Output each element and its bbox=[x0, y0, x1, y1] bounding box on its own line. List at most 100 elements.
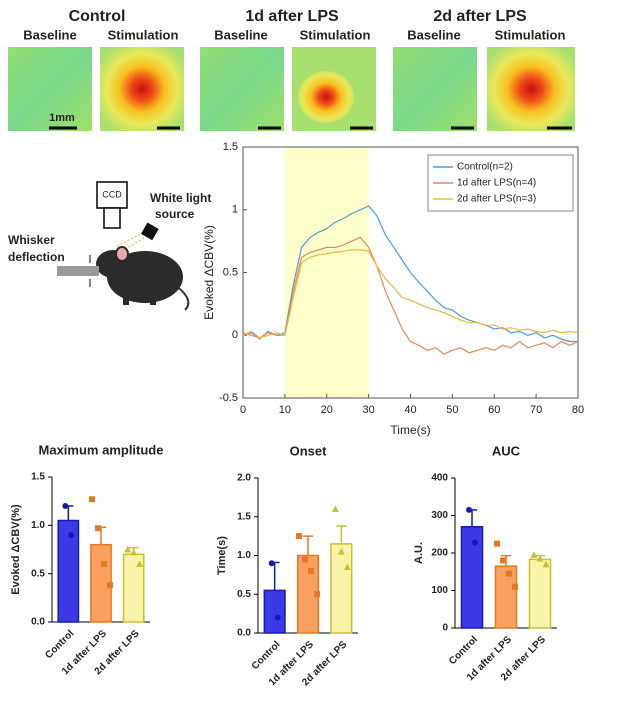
stimulus-label: deflection bbox=[8, 250, 65, 264]
data-point bbox=[136, 560, 144, 567]
y-tick-label: 1.0 bbox=[31, 520, 45, 531]
x-tick-label: 80 bbox=[572, 404, 584, 416]
y-tick-label: 100 bbox=[431, 585, 448, 596]
bar bbox=[330, 543, 353, 634]
data-point bbox=[95, 525, 101, 532]
light-source bbox=[140, 222, 159, 241]
x-tick-label: 30 bbox=[363, 404, 375, 416]
y-tick-label: 200 bbox=[431, 548, 448, 559]
data-point bbox=[506, 570, 512, 577]
data-point bbox=[124, 546, 132, 553]
y-axis-label: Evoked ΔCBV(%) bbox=[202, 225, 216, 320]
x-tick-label: 40 bbox=[404, 404, 416, 416]
heatmap-spot bbox=[298, 71, 354, 123]
y-tick-label: 0.5 bbox=[223, 266, 238, 278]
bar bbox=[263, 589, 286, 634]
data-point bbox=[494, 540, 500, 547]
scale-label: 1mm bbox=[49, 112, 75, 124]
y-tick-label: 1.5 bbox=[31, 472, 45, 483]
error-bar bbox=[303, 535, 313, 556]
data-point bbox=[308, 568, 314, 574]
y-axis-label: A.U. bbox=[413, 542, 425, 564]
light-label: source bbox=[155, 207, 195, 221]
bar bbox=[460, 526, 484, 629]
stimulus-label: Whisker bbox=[8, 233, 55, 247]
x-tick-label: 60 bbox=[488, 404, 500, 416]
light-ray bbox=[119, 237, 145, 253]
x-tick-label: 0 bbox=[240, 404, 246, 416]
data-point bbox=[68, 532, 75, 538]
data-point bbox=[62, 503, 69, 509]
error-bar bbox=[336, 525, 347, 544]
y-tick-label: 1.5 bbox=[223, 141, 238, 153]
y-tick-label: 400 bbox=[431, 473, 448, 484]
chart-title: AUC bbox=[492, 443, 521, 458]
setup-diagram: CCD White light source Whisker deflectio… bbox=[8, 181, 211, 311]
chart-title: Maximum amplitude bbox=[39, 442, 164, 457]
heatmap bbox=[8, 47, 92, 131]
panel-title: Control bbox=[69, 8, 126, 25]
x-tick-label: 20 bbox=[321, 404, 333, 416]
panel-label: Stimulation bbox=[495, 27, 566, 42]
panel-label: Stimulation bbox=[300, 27, 371, 42]
data-point bbox=[343, 563, 351, 571]
x-tick-label: 10 bbox=[279, 404, 291, 416]
data-point bbox=[107, 582, 113, 589]
panel-label: Stimulation bbox=[108, 27, 179, 42]
legend-label: Control(n=2) bbox=[457, 162, 513, 173]
series-line bbox=[242, 236, 579, 355]
camera-lens bbox=[103, 207, 121, 229]
heatmap bbox=[200, 47, 284, 131]
y-tick-label: 1.0 bbox=[237, 550, 251, 561]
heatmap bbox=[393, 47, 477, 131]
legend-label: 1d after LPS(n=4) bbox=[457, 178, 536, 189]
heatmap bbox=[100, 47, 184, 131]
y-tick-label: 1 bbox=[232, 204, 238, 216]
x-tick-label: Control bbox=[250, 639, 283, 672]
data-point bbox=[337, 548, 345, 555]
panel-label: Baseline bbox=[214, 27, 267, 42]
camera-label: CCD bbox=[102, 189, 122, 199]
panel-title: 2d after LPS bbox=[433, 8, 527, 25]
data-point bbox=[331, 505, 339, 512]
x-axis-label: Time(s) bbox=[390, 423, 430, 437]
y-tick-label: -0.5 bbox=[219, 392, 238, 404]
x-tick-label: 70 bbox=[530, 404, 542, 416]
data-point bbox=[89, 496, 95, 503]
data-point bbox=[302, 556, 308, 563]
data-point bbox=[542, 560, 550, 568]
y-tick-label: 0.5 bbox=[237, 589, 251, 600]
y-tick-label: 1.5 bbox=[237, 511, 251, 522]
y-axis-label: Evoked ΔCBV(%) bbox=[10, 504, 22, 595]
data-point bbox=[512, 583, 518, 590]
data-point bbox=[314, 591, 320, 598]
bar bbox=[57, 519, 80, 623]
y-tick-label: 0 bbox=[442, 623, 448, 634]
mouse-leg bbox=[123, 297, 129, 305]
data-point bbox=[101, 561, 107, 567]
heatmap bbox=[487, 47, 575, 131]
data-point bbox=[274, 614, 281, 621]
panel-group: Control Baseline Stimulation 1mm 1d afte… bbox=[8, 8, 575, 131]
data-point bbox=[268, 560, 275, 567]
series-line bbox=[242, 205, 578, 343]
data-point bbox=[466, 506, 472, 513]
data-point bbox=[530, 551, 538, 558]
data-point bbox=[472, 539, 478, 546]
panel-label: Baseline bbox=[407, 27, 460, 42]
panel-title: 1d after LPS bbox=[245, 8, 339, 25]
error-bar bbox=[269, 561, 280, 591]
y-tick-label: 2.0 bbox=[237, 473, 251, 484]
light-label: White light bbox=[150, 191, 211, 205]
y-axis-label: Time(s) bbox=[216, 536, 228, 575]
chart-title: Onset bbox=[290, 443, 328, 458]
y-tick-label: 0.0 bbox=[237, 628, 251, 639]
y-tick-label: 300 bbox=[431, 510, 448, 521]
x-tick-label: Control bbox=[447, 634, 480, 667]
data-point bbox=[500, 557, 506, 564]
x-tick-label: Control bbox=[43, 628, 76, 661]
y-tick-label: 0 bbox=[232, 329, 238, 341]
bar bbox=[528, 558, 552, 629]
mouse-ear bbox=[115, 246, 129, 262]
